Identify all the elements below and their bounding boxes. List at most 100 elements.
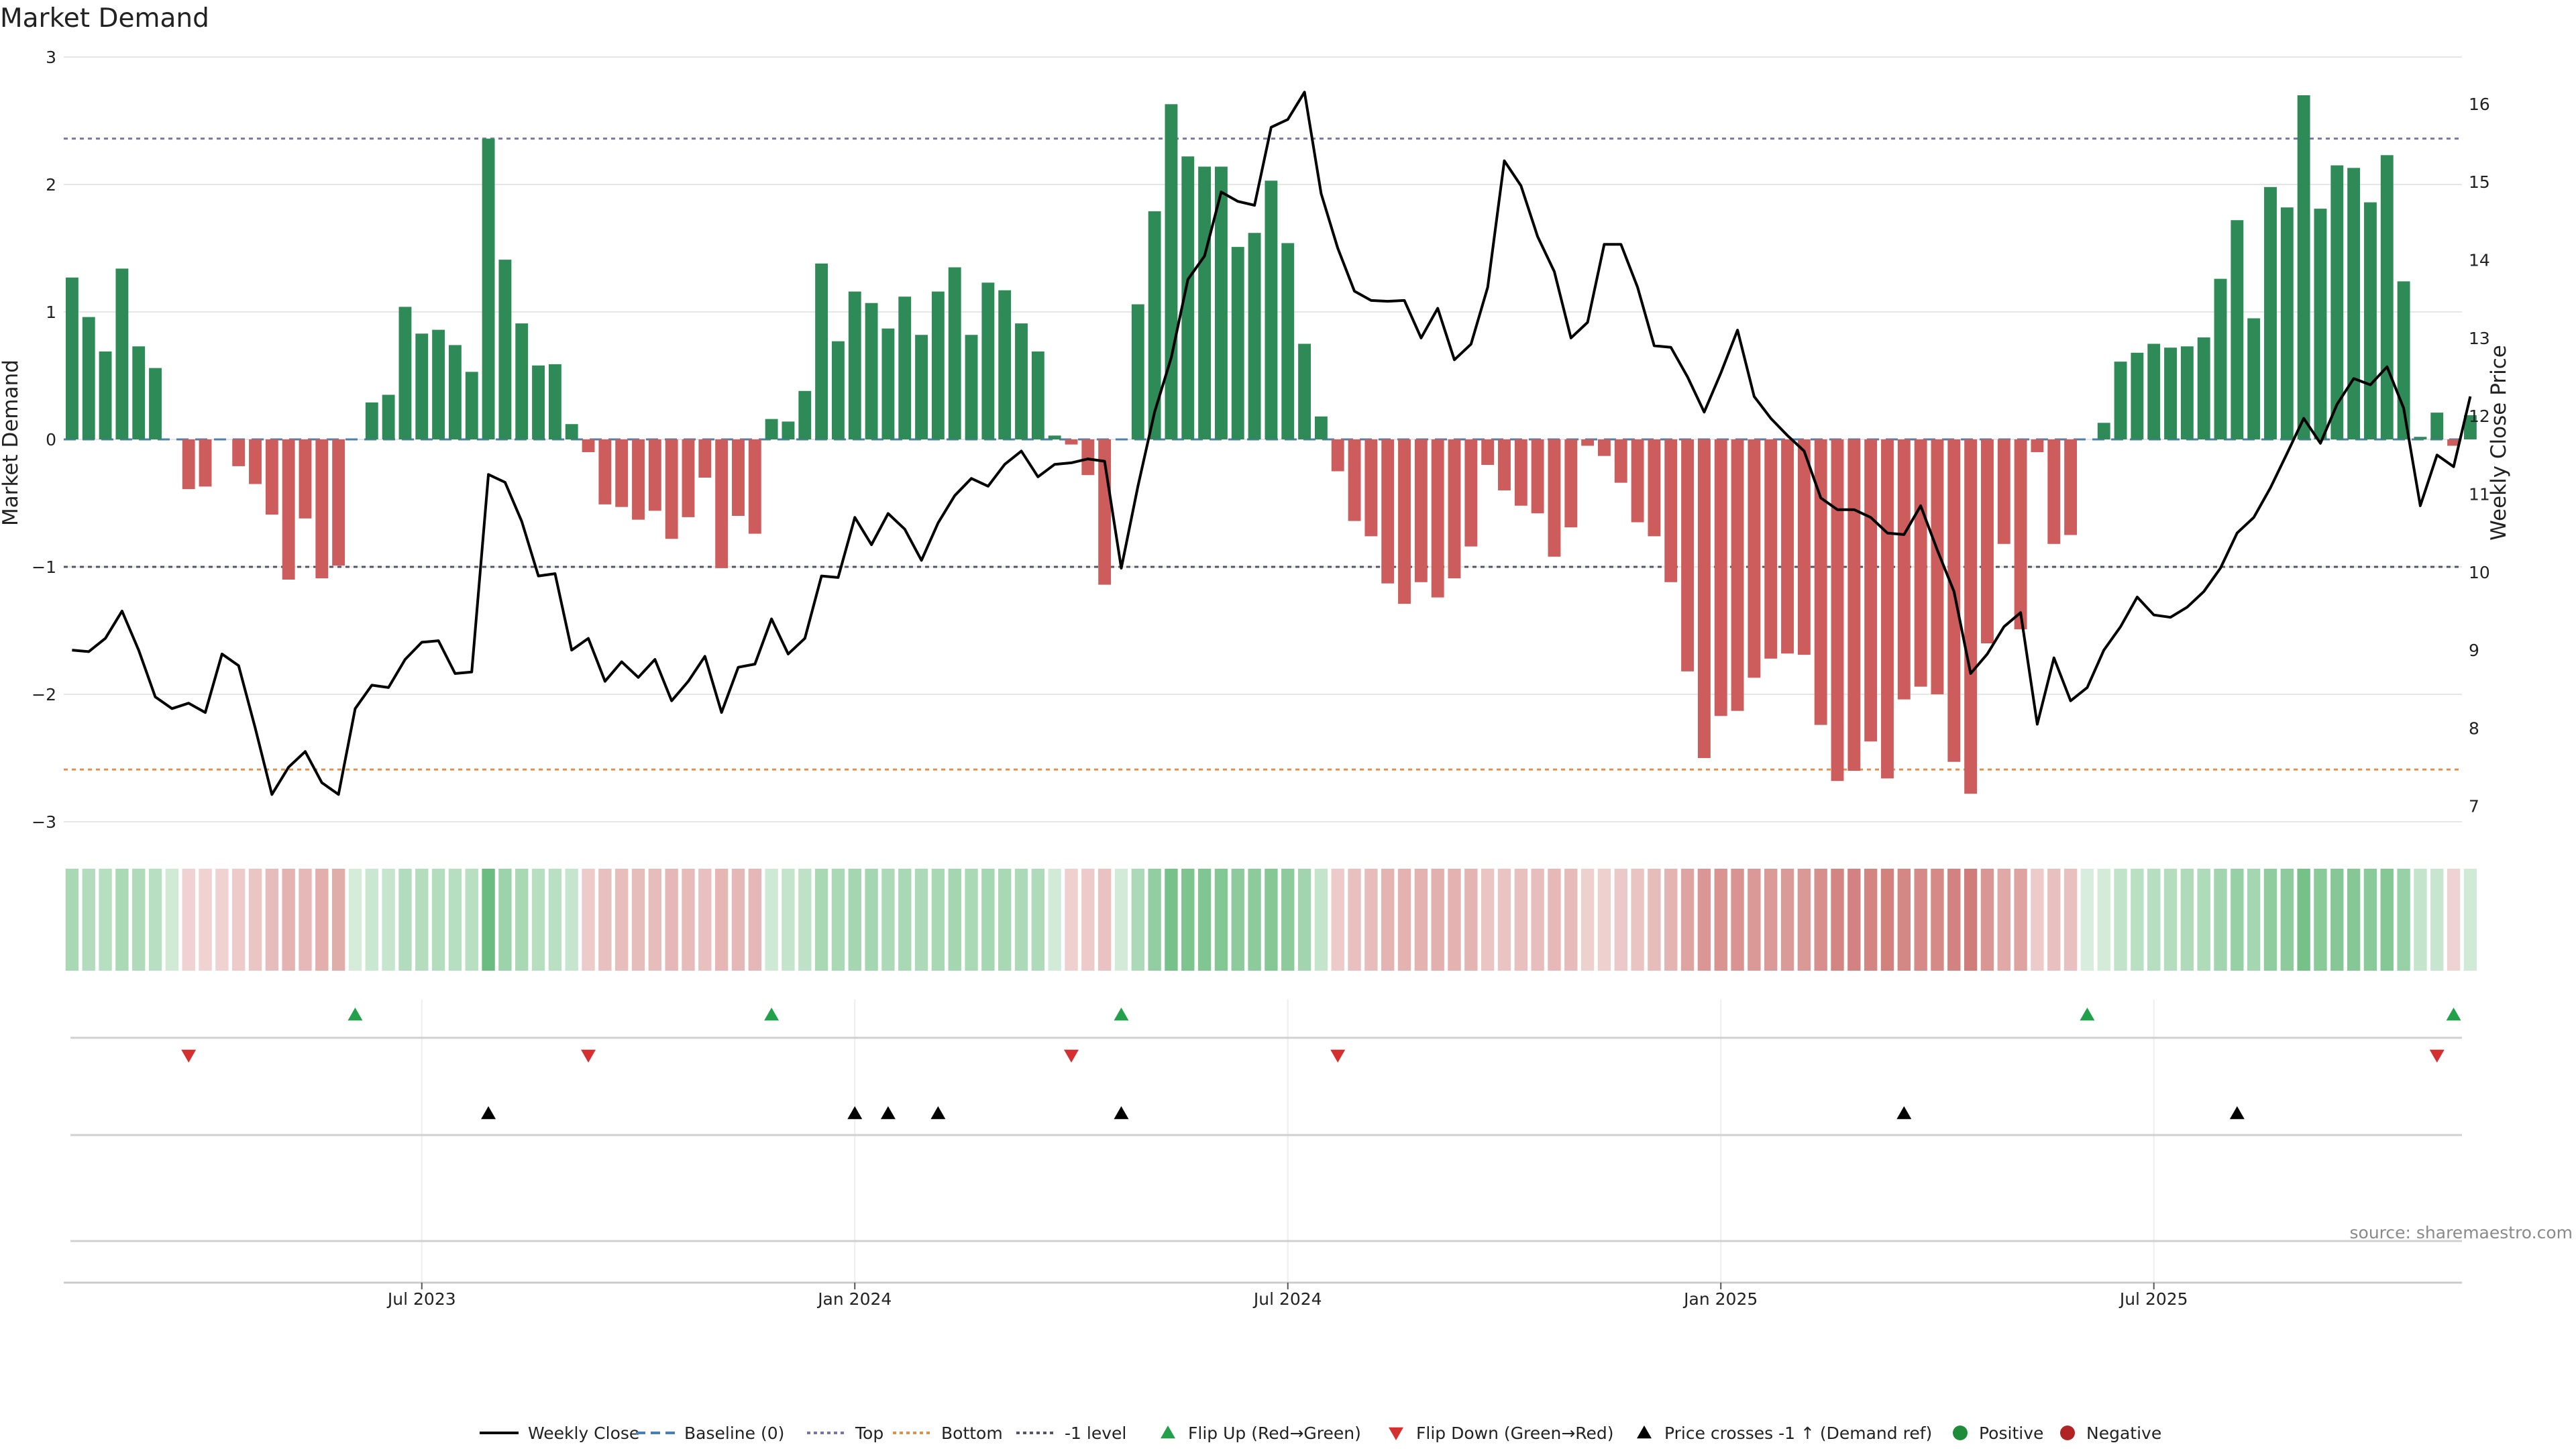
strip-cell (1197, 869, 1212, 971)
strip-cell (1265, 869, 1278, 971)
strip-cell (1680, 869, 1695, 971)
strip-cell (2197, 869, 2210, 971)
price-cross-marker (2229, 1106, 2245, 1120)
demand-bar (2264, 186, 2277, 439)
flip-down-marker (1063, 1049, 1079, 1063)
demand-bar (199, 439, 212, 487)
strip-cell (1847, 869, 1861, 971)
strip-cell (182, 869, 195, 971)
demand-bar (2214, 278, 2227, 439)
x-tick-label: Jul 2025 (2118, 1289, 2188, 1309)
strip-cell (1980, 869, 1994, 971)
demand-bar (115, 268, 129, 439)
demand-bar (1831, 439, 1844, 782)
strip-cell (682, 869, 695, 971)
demand-bar (831, 341, 845, 439)
strip-cell (265, 869, 279, 971)
demand-bar (1814, 439, 1827, 725)
demand-bar (598, 439, 612, 504)
demand-bar (249, 439, 262, 484)
strip-cell (1931, 869, 1944, 971)
strip-cell (1764, 869, 1778, 971)
strip-cell (2147, 869, 2161, 971)
demand-bar (1731, 439, 1744, 711)
strip-cell (2314, 869, 2327, 971)
demand-bar (365, 402, 378, 439)
demand-bar (1714, 439, 1727, 716)
y2-tick-label: 7 (2469, 797, 2479, 816)
strip-cell (1448, 869, 1461, 971)
strip-cell (931, 869, 945, 971)
price-cross-marker (481, 1106, 496, 1120)
legend-swatch (1953, 1426, 1968, 1440)
demand-bar (1648, 439, 1661, 537)
strip-cell (1997, 869, 2010, 971)
strip-cell (448, 869, 462, 971)
weekly-close-line (72, 91, 2472, 796)
demand-bar (2047, 439, 2061, 544)
strip-cell (1148, 869, 1161, 971)
strip-cell (1248, 869, 1261, 971)
strip-cell (1481, 869, 1495, 971)
flip-down-marker (581, 1049, 596, 1063)
strip-cell (1580, 869, 1595, 971)
demand-bar (1298, 343, 1311, 439)
strip-cell (2047, 869, 2061, 971)
strip-cell (548, 869, 562, 971)
strip-cell (2363, 869, 2377, 971)
strip-cell (315, 869, 329, 971)
demand-bar (299, 439, 312, 519)
strip-cell (1831, 869, 1844, 971)
strip-cell (1814, 869, 1827, 971)
strip-cell (1397, 869, 1411, 971)
y-tick-label: 2 (46, 175, 56, 195)
x-tick-label: Jul 2023 (386, 1289, 456, 1309)
strip-cell (531, 869, 545, 971)
strip-cell (598, 869, 612, 971)
demand-bar (2197, 337, 2210, 439)
strip-cell (1780, 869, 1794, 971)
strip-cell (1081, 869, 1095, 971)
demand-bar (2231, 220, 2244, 439)
demand-bar (2180, 346, 2194, 439)
strip-cell (1614, 869, 1627, 971)
demand-bar (532, 365, 545, 439)
strip-cell (1564, 869, 1578, 971)
legend-label: Price crosses -1 ↑ (Demand ref) (1664, 1424, 1932, 1443)
y2-tick-label: 9 (2469, 641, 2479, 660)
strip-cell (2231, 869, 2244, 971)
strip-cell (1097, 869, 1112, 971)
strip-cell (2280, 869, 2294, 971)
demand-bar (1148, 211, 1161, 439)
demand-bar (415, 333, 429, 439)
demand-bar (1231, 247, 1244, 439)
strip-cell (1165, 869, 1178, 971)
strip-cell (981, 869, 995, 971)
strip-cell (132, 869, 146, 971)
legend-item: Negative (2060, 1424, 2161, 1443)
demand-bar (1065, 439, 1078, 445)
demand-bar (565, 424, 578, 439)
demand-bar (448, 345, 462, 439)
strip-cell (1497, 869, 1511, 971)
strip-cell (1031, 869, 1045, 971)
y2-axis-label: Weekly Close Price (2487, 345, 2511, 541)
demand-bar (548, 364, 561, 439)
event-markers (64, 1008, 2462, 1284)
price-cross-marker (1896, 1106, 1912, 1120)
strip-cell (1664, 869, 1678, 971)
price-cross-marker (930, 1106, 946, 1120)
reference-lines (64, 138, 2462, 771)
legend-swatch (1637, 1426, 1652, 1439)
strip-cell (1797, 869, 1811, 971)
y2-tick-label: 15 (2469, 172, 2490, 192)
strip-cell (2463, 869, 2477, 971)
strip-cell (2297, 869, 2310, 971)
demand-bar (1864, 439, 1878, 742)
strip-cell (1597, 869, 1611, 971)
strip-cell (1114, 869, 1128, 971)
demand-bar (1364, 439, 1378, 537)
strip-cell (714, 869, 729, 971)
demand-bar (2347, 168, 2361, 440)
demand-bar (948, 267, 961, 439)
